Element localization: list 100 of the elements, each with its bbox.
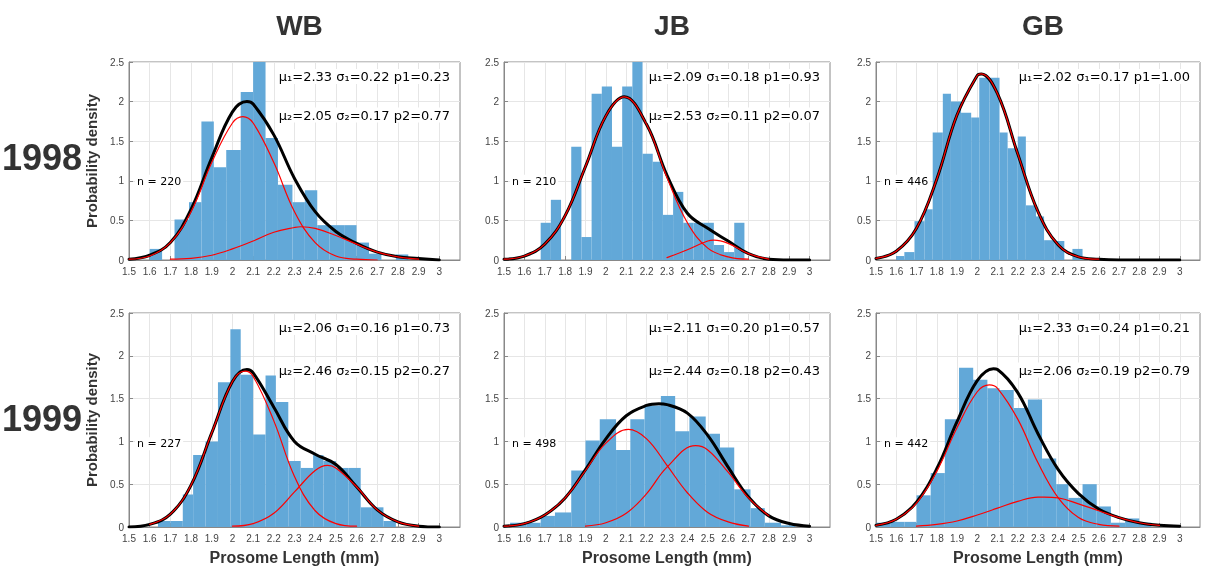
x-tick-label: 2.3	[287, 532, 302, 544]
annotation: μ₂=2.05 σ₂=0.17 p2=0.77	[278, 107, 450, 123]
y-tick-label: 1.5	[857, 393, 872, 405]
x-tick-label: 1.7	[163, 265, 178, 277]
x-tick-label: 2	[229, 532, 236, 544]
x-tick-label: 2.6	[1091, 265, 1107, 277]
x-tick-label: 2.5	[328, 532, 344, 544]
x-tick-label: 2.4	[1051, 532, 1066, 544]
x-tick-label: 3	[806, 265, 813, 277]
y-tick-label: 0	[865, 254, 872, 266]
x-tick-label: 3	[806, 532, 813, 544]
x-tick-label: 2.7	[370, 265, 385, 277]
x-tick-label: 2.1	[619, 265, 634, 277]
x-tick-label: 2.6	[1091, 532, 1107, 544]
y-tick-label: 0	[118, 254, 125, 266]
chart-title: WB	[276, 9, 323, 41]
x-tick-label: 2.9	[782, 265, 797, 277]
y-tick-label: 1	[493, 435, 500, 447]
x-tick-label: 3	[1176, 265, 1183, 277]
x-tick-label: 2.5	[700, 265, 716, 277]
x-axis-title: Prosome Length (mm)	[953, 548, 1123, 566]
text: 1999	[2, 397, 83, 439]
y-axis-title: Probability density	[83, 352, 101, 488]
annotation: n = 498	[512, 437, 557, 451]
x-axis-title: Prosome Length (mm)	[209, 548, 380, 566]
annotation: μ₂=2.46 σ₂=0.15 p2=0.27	[278, 362, 450, 378]
x-tick-label: 2.6	[349, 265, 364, 277]
y-tick-label: 1	[118, 175, 125, 187]
annotation: μ₂=2.53 σ₂=0.11 p2=0.07	[648, 107, 820, 123]
x-tick-label: 2.9	[1152, 265, 1167, 277]
x-tick-label: 2.3	[1031, 265, 1046, 277]
x-tick-label: 1.8	[558, 532, 573, 544]
x-tick-label: 1.7	[909, 265, 924, 277]
x-tick-label: 2.8	[761, 265, 777, 277]
y-tick-label: 1	[493, 175, 500, 187]
x-tick-label: 2	[974, 532, 981, 544]
y-tick-label: 0.5	[857, 214, 872, 226]
x-tick-label: 2.4	[680, 265, 695, 277]
y-tick-label: 0.5	[485, 478, 500, 490]
x-tick-label: 1.7	[537, 265, 553, 277]
y-tick-label: 0	[493, 254, 500, 266]
x-tick-label: 2.5	[700, 532, 716, 544]
x-tick-label: 1.8	[929, 532, 945, 544]
x-tick-label: 2.5	[1071, 265, 1086, 277]
y-tick-label: 0.5	[110, 214, 125, 226]
x-tick-label: 2.4	[308, 532, 323, 544]
x-tick-label: 2	[229, 265, 236, 277]
annotation: μ₁=2.06 σ₁=0.16 p1=0.73	[278, 320, 450, 335]
y-tick-label: 0.5	[485, 214, 500, 226]
x-tick-label: 2.1	[246, 265, 261, 277]
y-tick-label: 1.5	[110, 135, 125, 147]
annotation: μ₂=2.06 σ₂=0.19 p2=0.79	[1018, 362, 1190, 378]
x-tick-label: 3	[1176, 532, 1183, 544]
annotation: μ₂=2.44 σ₂=0.18 p2=0.43	[648, 362, 820, 378]
x-tick-label: 1.6	[889, 265, 904, 277]
x-tick-label: 2	[603, 532, 610, 544]
y-tick-label: 2	[493, 96, 500, 108]
y-tick-label: 1.5	[110, 393, 125, 405]
chart-title: GB	[1022, 9, 1064, 41]
annotation: n = 227	[137, 437, 182, 451]
x-tick-label: 2.1	[990, 265, 1005, 277]
y-tick-label: 2.5	[485, 307, 500, 319]
x-tick-label: 1.6	[142, 265, 158, 277]
x-tick-label: 2.4	[680, 532, 695, 544]
x-tick-label: 3	[436, 265, 443, 277]
x-tick-label: 2	[974, 265, 981, 277]
x-tick-label: 2.1	[246, 532, 261, 544]
x-tick-label: 2.2	[266, 532, 282, 544]
x-tick-label: 1.9	[578, 532, 593, 544]
x-tick-label: 2.3	[1031, 532, 1046, 544]
annotation: μ₁=2.09 σ₁=0.18 p1=0.93	[648, 69, 820, 84]
x-tick-label: 2.3	[660, 532, 675, 544]
y-tick-label: 2.5	[857, 307, 872, 319]
x-tick-label: 1.9	[204, 265, 220, 277]
chart-title: JB	[654, 9, 690, 41]
annotation: μ₁=2.02 σ₁=0.17 p1=1.00	[1018, 69, 1190, 84]
x-tick-label: 2.2	[639, 265, 655, 277]
x-tick-label: 2.6	[721, 265, 736, 277]
x-tick-label: 1.6	[889, 532, 904, 544]
x-tick-label: 2.8	[1132, 532, 1147, 544]
x-tick-label: 2.9	[411, 265, 427, 277]
y-tick-label: 0	[865, 521, 872, 533]
x-tick-label: 2.2	[639, 532, 655, 544]
y-tick-label: 1	[865, 435, 872, 447]
y-tick-label: 0.5	[110, 478, 125, 490]
x-tick-label: 1.9	[950, 265, 965, 277]
x-tick-label: 2.9	[411, 532, 427, 544]
x-tick-label: 2.8	[390, 532, 406, 544]
x-tick-label: 1.8	[184, 265, 199, 277]
x-tick-label: 2.1	[990, 532, 1005, 544]
x-tick-label: 1.9	[204, 532, 220, 544]
annotation: n = 446	[884, 174, 929, 188]
x-tick-label: 2.5	[328, 265, 344, 277]
x-tick-label: 1.6	[517, 532, 532, 544]
x-tick-label: 2.7	[1112, 265, 1127, 277]
x-tick-label: 2.2	[266, 265, 282, 277]
x-tick-label: 1.8	[929, 265, 945, 277]
x-tick-label: 1.9	[950, 532, 965, 544]
x-tick-label: 2.4	[1051, 265, 1066, 277]
annotation: n = 442	[884, 437, 929, 451]
